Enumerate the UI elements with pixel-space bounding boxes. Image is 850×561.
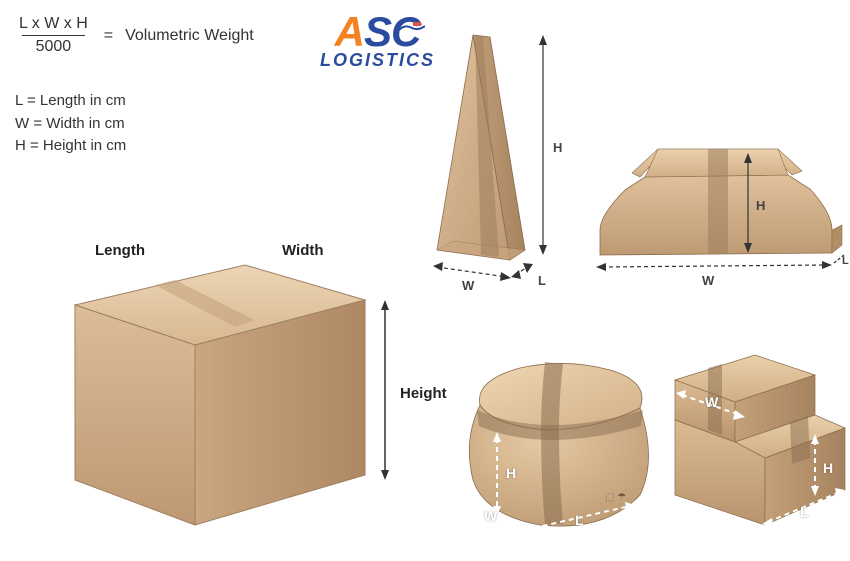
main-box-length-label: Length: [95, 242, 145, 259]
main-box: [45, 235, 405, 545]
main-box-width-label: Width: [282, 242, 324, 259]
formula-result: Volumetric Weight: [125, 27, 254, 45]
triangle-h-label: H: [553, 140, 562, 155]
logo-top: ASC: [320, 8, 435, 56]
main-box-height-label: Height: [400, 385, 447, 402]
legend-block: L = Length in cm W = Width in cm H = Hei…: [15, 90, 126, 158]
legend-h: H = Height in cm: [15, 135, 126, 158]
step-box: [640, 340, 850, 555]
logo: ASC LOGISTICS: [320, 8, 435, 71]
step-l-label: L: [800, 504, 809, 520]
rounded-w-label: W: [484, 508, 497, 524]
trapezoid-w-label: W: [702, 273, 714, 288]
formula-numerator: L x W x H: [15, 15, 92, 35]
triangle-box: [425, 25, 575, 285]
rounded-h-label: H: [506, 465, 516, 481]
legend-l: L = Length in cm: [15, 90, 126, 113]
svg-text:⬚ ☂: ⬚ ☂: [605, 492, 626, 503]
step-w-label: W: [705, 394, 718, 410]
logo-s: S: [364, 8, 391, 55]
formula: L x W x H 5000 = Volumetric Weight: [15, 15, 254, 56]
formula-denominator: 5000: [22, 35, 86, 56]
trapezoid-l-label: L: [842, 255, 849, 267]
triangle-w-label: W: [462, 278, 474, 293]
rounded-l-label: L: [575, 512, 584, 528]
trapezoid-h-label: H: [756, 198, 765, 213]
logo-c: C: [391, 8, 420, 56]
logo-a: A: [335, 8, 364, 55]
trapezoid-box: [590, 145, 850, 295]
logo-ship-icon: [399, 22, 425, 32]
formula-fraction: L x W x H 5000: [15, 15, 92, 56]
step-h-label: H: [823, 460, 833, 476]
formula-block: L x W x H 5000 = Volumetric Weight: [15, 15, 254, 56]
legend-w: W = Width in cm: [15, 113, 126, 136]
formula-equals: =: [104, 27, 113, 45]
triangle-l-label: L: [538, 273, 546, 288]
